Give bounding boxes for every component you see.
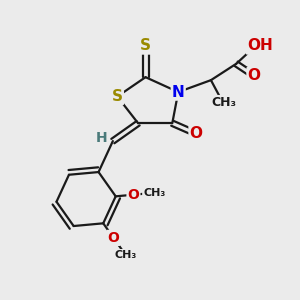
Text: OH: OH xyxy=(247,38,273,53)
Text: CH₃: CH₃ xyxy=(143,188,165,198)
Text: CH₃: CH₃ xyxy=(114,250,137,260)
Text: CH₃: CH₃ xyxy=(212,96,237,109)
Text: O: O xyxy=(108,231,119,245)
Text: O: O xyxy=(128,188,140,202)
Text: S: S xyxy=(112,89,123,104)
Text: S: S xyxy=(140,38,151,53)
Text: O: O xyxy=(190,126,202,141)
Text: O: O xyxy=(248,68,260,83)
Text: H: H xyxy=(96,130,107,145)
Text: N: N xyxy=(172,85,184,100)
